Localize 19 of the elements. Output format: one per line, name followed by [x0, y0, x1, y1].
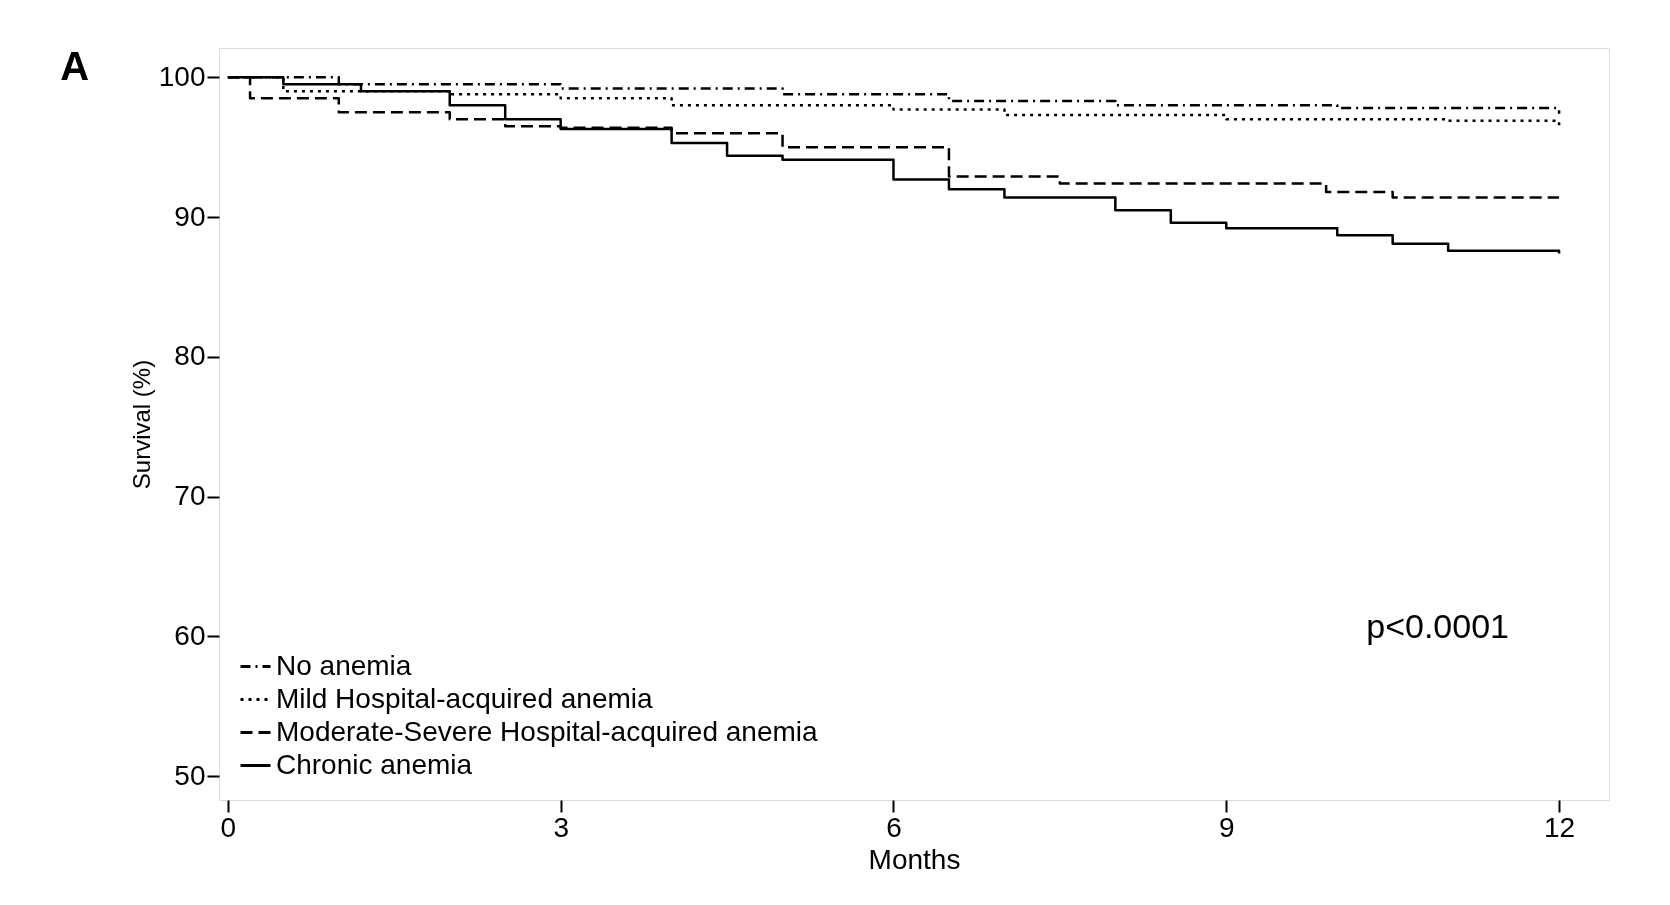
x-tick-label: 12: [1544, 811, 1576, 843]
legend-label: No anemia: [276, 649, 412, 681]
y-tick-label: 60: [174, 619, 206, 651]
legend-label: Moderate-Severe Hospital-acquired anemia: [276, 715, 819, 747]
legend-label: Mild Hospital-acquired anemia: [276, 682, 654, 714]
x-tick-label: 6: [886, 811, 902, 843]
y-tick-label: 100: [158, 60, 206, 92]
y-tick-label: 50: [174, 759, 206, 791]
x-axis-title: Months: [868, 843, 961, 875]
x-tick-label: 0: [220, 811, 237, 843]
legend-label: Chronic anemia: [276, 748, 473, 780]
x-tick-label: 9: [1218, 811, 1235, 843]
y-tick-label: 80: [174, 340, 206, 372]
x-tick-label: 3: [553, 811, 569, 843]
y-axis-title: Survival (%): [127, 359, 155, 490]
chart-title: A: [60, 44, 90, 88]
annotation: p<0.0001: [1366, 607, 1509, 645]
y-tick-label: 90: [174, 200, 206, 232]
y-tick-label: 70: [174, 480, 206, 512]
